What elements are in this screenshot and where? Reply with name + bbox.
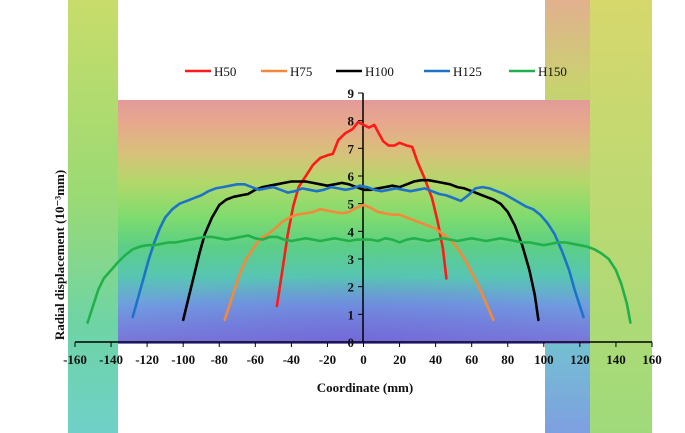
y-axis-title: Radial displacement (10⁻³mm) — [52, 170, 67, 340]
y-tick-label: 3 — [348, 252, 355, 267]
y-tick-label: 2 — [348, 280, 355, 295]
x-axis-title: Coordinate (mm) — [317, 380, 413, 395]
x-tick-label: 20 — [393, 352, 406, 367]
x-tick-label: -140 — [99, 352, 123, 367]
x-tick-label: 80 — [501, 352, 514, 367]
legend-label-h150: H150 — [538, 64, 567, 79]
legend: H50 H75 H100 H125 H150 — [185, 64, 567, 79]
x-tick-label: -60 — [247, 352, 264, 367]
y-tick-label: 9 — [348, 86, 355, 101]
y-tick-label: 4 — [348, 224, 355, 239]
x-tick-label: 160 — [642, 352, 662, 367]
y-tick-label: 6 — [348, 169, 355, 184]
legend-label-h100: H100 — [365, 64, 394, 79]
series-line-h125 — [131, 183, 585, 319]
legend-label-h75: H75 — [290, 64, 312, 79]
x-tick-label: -40 — [283, 352, 300, 367]
y-axis-ticks: 0 1 2 3 4 5 6 7 8 9 — [348, 86, 363, 350]
legend-label-h125: H125 — [453, 64, 482, 79]
x-tick-label: 100 — [534, 352, 554, 367]
background-contour — [68, 0, 652, 433]
x-tick-label: 40 — [429, 352, 442, 367]
x-tick-label: -80 — [211, 352, 228, 367]
x-tick-label: -160 — [63, 352, 87, 367]
x-tick-label: 60 — [465, 352, 478, 367]
y-tick-label: 5 — [348, 197, 355, 212]
series-line-h50 — [275, 120, 448, 308]
y-tick-label: 1 — [348, 307, 355, 322]
x-tick-label: -100 — [171, 352, 195, 367]
series-line-h100 — [181, 178, 540, 322]
y-tick-label: 0 — [348, 335, 355, 350]
series-line-h150 — [86, 234, 632, 324]
x-tick-label: -120 — [135, 352, 159, 367]
x-axis-ticks: -160 -140 -120 -100 -80 -60 -40 -20 0 20 40 60 80 100… — [63, 342, 662, 367]
x-tick-label: -20 — [319, 352, 336, 367]
x-tick-label: 0 — [360, 352, 367, 367]
x-tick-label: 140 — [606, 352, 626, 367]
legend-label-h50: H50 — [214, 64, 236, 79]
series-layer — [86, 120, 632, 324]
axes: -160 -140 -120 -100 -80 -60 -40 -20 0 20 40 60 80 100… — [63, 86, 662, 367]
x-tick-label: 120 — [570, 352, 590, 367]
y-tick-label: 8 — [348, 114, 355, 129]
y-tick-label: 7 — [348, 141, 355, 156]
